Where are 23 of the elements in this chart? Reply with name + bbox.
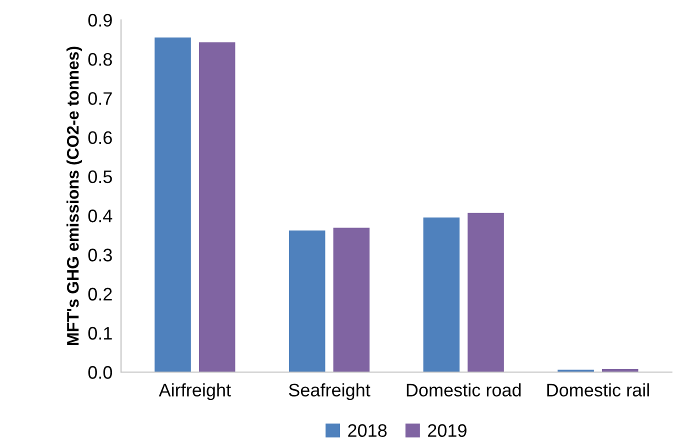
y-tick-label: 0.7 [88,92,112,105]
bar [423,218,460,372]
y-tick-label: 0.8 [88,53,112,66]
y-tick-label: 0.0 [88,366,112,379]
x-tick-label: Domestic road [406,383,521,396]
y-tick-label: 0.3 [88,248,112,262]
bar [198,42,236,372]
bar [468,212,504,372]
x-tick-label: Seafreight [288,383,370,400]
bar [333,228,370,372]
legend-label: 2019 [428,424,466,437]
y-tick-label: 0.2 [88,288,112,301]
y-tick-label: 0.5 [88,170,112,184]
bar [288,230,326,372]
x-tick-label: Domestic rail [547,383,649,396]
y-tick-label: 0.9 [88,14,112,27]
y-tick-label: 0.4 [88,210,112,222]
bar [154,38,191,372]
legend-label: 2018 [348,424,387,437]
y-tick-label: 0.1 [88,326,112,340]
x-tick-label: Airfreight [158,383,231,400]
y-tick-label: 0.6 [88,131,112,144]
y-axis-title: MFT's GHG emissions (CO2-e tonnes) [66,46,82,346]
